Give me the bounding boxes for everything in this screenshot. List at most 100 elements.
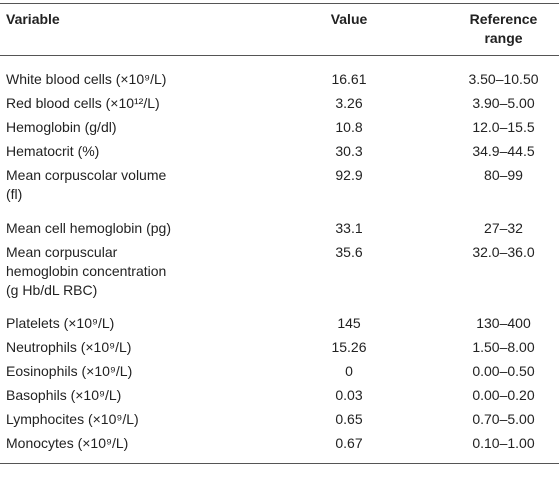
cell-line: Value bbox=[330, 11, 368, 27]
table-cell: 12.0–15.5 bbox=[448, 116, 559, 140]
cell-line: (fl) bbox=[6, 186, 23, 202]
table-cell: 0.10–1.00 bbox=[448, 432, 559, 464]
table-cell: 130–400 bbox=[448, 312, 559, 336]
cell-text: 0 bbox=[345, 363, 353, 379]
table-row: Mean cell hemoglobin (pg) 33.1 27–32 bbox=[0, 216, 559, 240]
table-cell: 1.50–8.00 bbox=[448, 336, 559, 360]
table-cell: 0 bbox=[250, 360, 448, 384]
cell-text: 92.9 bbox=[335, 167, 363, 183]
cell-line: Mean corpuscolar volume bbox=[6, 167, 167, 183]
table-cell: 15.26 bbox=[250, 336, 448, 360]
table-cell: 33.1 bbox=[250, 216, 448, 240]
page: Variable Value Reference range White blood … bbox=[0, 3, 559, 498]
table-row: Monocytes (×10⁹/L) 0.67 0.10–1.00 bbox=[0, 432, 559, 464]
table-cell: 10.8 bbox=[250, 116, 448, 140]
cell-text: 0.67 bbox=[335, 435, 363, 451]
header-cell: Value bbox=[250, 4, 448, 56]
cell-line: Mean corpuscular bbox=[6, 243, 118, 260]
table-cell: 3.50–10.50 bbox=[448, 56, 559, 92]
table-cell: 0.03 bbox=[250, 384, 448, 408]
header-cell: Reference range bbox=[448, 4, 559, 56]
cell-text: 0.10–1.00 bbox=[472, 435, 535, 451]
cell-line: Hematocrit (%) bbox=[6, 143, 100, 159]
table-row: Platelets (×10⁹/L) 145 130–400 bbox=[0, 312, 559, 336]
cell-text: 0.65 bbox=[335, 411, 363, 427]
cell-text: 0.00–0.50 bbox=[472, 363, 535, 379]
cell-text: 3.26 bbox=[335, 95, 363, 111]
cell-line: Hemoglobin (g/dl) bbox=[6, 119, 117, 135]
table-cell: 0.70–5.00 bbox=[448, 408, 559, 432]
table-cell: 92.9 bbox=[250, 164, 448, 217]
table-cell: 32.0–36.0 bbox=[448, 240, 559, 312]
cell-text: 32.0–36.0 bbox=[472, 243, 535, 260]
table-cell: 0.67 bbox=[250, 432, 448, 464]
table-row: Basophils (×10⁹/L) 0.03 0.00–0.20 bbox=[0, 384, 559, 408]
table-cell: 16.61 bbox=[250, 56, 448, 92]
table-cell: 0.65 bbox=[250, 408, 448, 432]
cell-text: 30.3 bbox=[335, 143, 363, 159]
table-cell: Red blood cells (×10¹²/L) bbox=[0, 92, 250, 116]
table-cell: 145 bbox=[250, 312, 448, 336]
cell-line: Mean cell hemoglobin (pg) bbox=[6, 219, 171, 236]
table-cell: 30.3 bbox=[250, 140, 448, 164]
table-row: Mean corpuscolar volume (fl) 92.9 80–99 bbox=[0, 164, 559, 217]
table-cell: Platelets (×10⁹/L) bbox=[0, 312, 250, 336]
table-cell: 0.00–0.20 bbox=[448, 384, 559, 408]
cell-text: 3.50–10.50 bbox=[468, 71, 539, 87]
table-cell: Mean corpuscular hemoglobin concentration… bbox=[0, 240, 250, 312]
table-cell: Monocytes (×10⁹/L) bbox=[0, 432, 250, 464]
cell-line: (g Hb/dL RBC) bbox=[6, 281, 98, 298]
data-table: Variable Value Reference range White blood … bbox=[0, 3, 559, 464]
cell-text: 34.9–44.5 bbox=[472, 143, 535, 159]
cell-line: Variable bbox=[6, 11, 60, 27]
table-row: Red blood cells (×10¹²/L) 3.26 3.90–5.00 bbox=[0, 92, 559, 116]
cell-text: 0.00–0.20 bbox=[472, 387, 535, 403]
cell-text: 15.26 bbox=[331, 339, 367, 355]
cell-text: 12.0–15.5 bbox=[472, 119, 535, 135]
cell-text: 80–99 bbox=[484, 167, 523, 183]
cell-line: hemoglobin concentration bbox=[6, 262, 167, 279]
table-cell: Lymphocites (×10⁹/L) bbox=[0, 408, 250, 432]
table-cell: 3.90–5.00 bbox=[448, 92, 559, 116]
cell-line: White blood cells (×10⁹/L) bbox=[6, 71, 167, 87]
table-cell: 0.00–0.50 bbox=[448, 360, 559, 384]
cell-line: Platelets (×10⁹/L) bbox=[6, 315, 115, 331]
table-cell: 3.26 bbox=[250, 92, 448, 116]
table-row: Hematocrit (%) 30.3 34.9–44.5 bbox=[0, 140, 559, 164]
cell-line: Eosinophils (×10⁹/L) bbox=[6, 363, 133, 379]
header-row: Variable Value Reference range bbox=[0, 3, 559, 56]
cell-text: 1.50–8.00 bbox=[472, 339, 535, 355]
table-row: Mean corpuscular hemoglobin concentration… bbox=[0, 240, 559, 312]
table-header: Variable Value Reference range bbox=[0, 3, 559, 56]
table-cell: Mean corpuscolar volume (fl) bbox=[0, 164, 250, 217]
table-cell: 27–32 bbox=[448, 216, 559, 240]
cell-line: Neutrophils (×10⁹/L) bbox=[6, 339, 132, 355]
table-cell: Hematocrit (%) bbox=[0, 140, 250, 164]
cell-text: 145 bbox=[337, 315, 361, 331]
cell-line: Monocytes (×10⁹/L) bbox=[6, 435, 129, 451]
table-cell: White blood cells (×10⁹/L) bbox=[0, 56, 250, 92]
table-row: Neutrophils (×10⁹/L) 15.26 1.50–8.00 bbox=[0, 336, 559, 360]
cell-text: 27–32 bbox=[484, 219, 523, 236]
cell-text: 0.70–5.00 bbox=[472, 411, 535, 427]
cell-line: Reference bbox=[469, 11, 538, 27]
table-body: White blood cells (×10⁹/L) 16.61 3.50–10.5… bbox=[0, 56, 559, 464]
table-cell: Mean cell hemoglobin (pg) bbox=[0, 216, 250, 240]
header-cell: Variable bbox=[0, 4, 250, 56]
table-cell: Hemoglobin (g/dl) bbox=[0, 116, 250, 140]
table-cell: 35.6 bbox=[250, 240, 448, 312]
cell-text: 10.8 bbox=[335, 119, 363, 135]
table-row: Hemoglobin (g/dl) 10.8 12.0–15.5 bbox=[0, 116, 559, 140]
table-cell: 34.9–44.5 bbox=[448, 140, 559, 164]
cell-line: Lymphocites (×10⁹/L) bbox=[6, 411, 139, 427]
cell-line: range bbox=[484, 30, 523, 46]
cell-text: 0.03 bbox=[335, 387, 363, 403]
table-row: Lymphocites (×10⁹/L) 0.65 0.70–5.00 bbox=[0, 408, 559, 432]
cell-text: 130–400 bbox=[476, 315, 531, 331]
table-cell: 80–99 bbox=[448, 164, 559, 217]
cell-line: Red blood cells (×10¹²/L) bbox=[6, 95, 160, 111]
cell-text: 16.61 bbox=[331, 71, 367, 87]
table-row: White blood cells (×10⁹/L) 16.61 3.50–10.5… bbox=[0, 56, 559, 92]
table-row: Eosinophils (×10⁹/L) 0 0.00–0.50 bbox=[0, 360, 559, 384]
table-cell: Eosinophils (×10⁹/L) bbox=[0, 360, 250, 384]
